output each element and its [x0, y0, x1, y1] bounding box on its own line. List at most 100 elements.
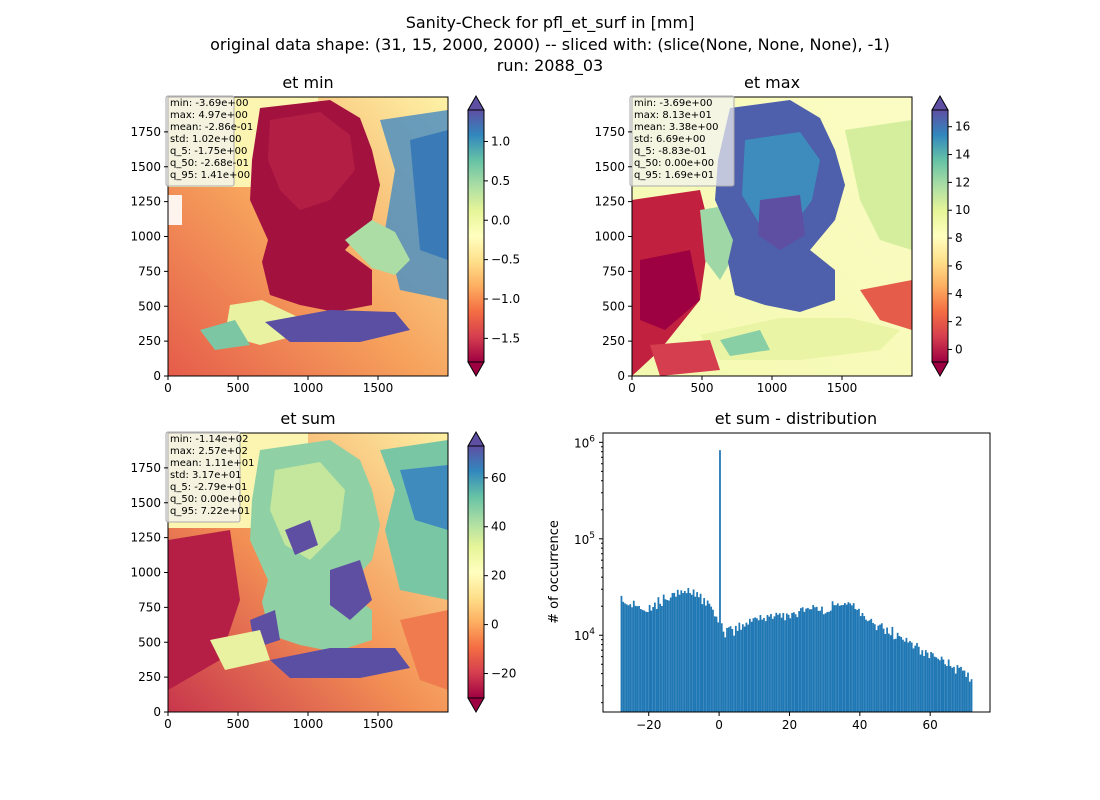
histogram-bar — [722, 631, 725, 712]
x-tick-label: 500 — [227, 381, 250, 395]
histogram-bar — [852, 603, 855, 712]
histogram-bar — [801, 607, 804, 712]
histogram-bar — [917, 646, 920, 712]
histogram-bar — [650, 610, 653, 712]
stat-q95: q_95: 7.22e+01 — [170, 506, 250, 517]
histogram-bar — [970, 679, 973, 712]
histogram-bar — [764, 621, 767, 712]
stat-min: min: -3.69e+00 — [634, 98, 713, 109]
histogram-bar — [870, 618, 873, 712]
panel-et-max: et max min: -3.69e+00 max: 8.13e+01 mean… — [594, 73, 913, 395]
histogram-bar — [840, 605, 843, 712]
histogram-bar — [800, 608, 802, 712]
histogram-bar — [930, 652, 932, 712]
stats-box-et-max: min: -3.69e+00 max: 8.13e+01 mean: 3.38e… — [629, 95, 735, 187]
stat-q5: q_5: -2.79e+01 — [170, 482, 247, 493]
x-tick-label: 500 — [691, 381, 714, 395]
x-tick-label: 60 — [923, 718, 938, 732]
x-tick-label: 1000 — [293, 381, 324, 395]
histogram-bar — [916, 643, 918, 712]
histogram-bar — [882, 628, 885, 712]
histogram-bar — [768, 616, 771, 712]
histogram-bar — [807, 607, 809, 712]
histogram-bar — [845, 604, 848, 712]
histogram-bar — [933, 656, 936, 712]
colorbar-tick-label: 0.5 — [491, 174, 510, 188]
histogram-bar — [754, 617, 757, 712]
histogram-bar — [924, 650, 927, 712]
histogram-bar — [817, 610, 820, 712]
histogram-bar — [727, 627, 730, 712]
histogram-bar — [875, 630, 878, 712]
histogram-bar — [810, 609, 813, 712]
histogram-bar — [902, 639, 904, 712]
histogram-bar — [968, 681, 971, 712]
histogram-bar — [794, 614, 797, 712]
figure-title-line3: run: 2088_03 — [496, 56, 604, 75]
histogram-bar — [705, 605, 707, 712]
stats-box-et-min: min: -3.69e+00 max: 4.97e+00 mean: -2.86… — [165, 95, 253, 187]
figure-title-line1: Sanity-Check for pfl_et_surf in [mm] — [405, 13, 695, 32]
histogram-bar — [822, 614, 825, 712]
histogram-bar — [699, 593, 702, 712]
y-tick-label: 105 — [574, 531, 595, 547]
colorbar-tick-label: 0 — [491, 618, 499, 632]
histogram-bar — [961, 670, 964, 712]
y-tick-label: 1000 — [594, 230, 625, 244]
y-tick-label: 750 — [138, 600, 161, 614]
histogram-bar — [631, 607, 633, 712]
histogram-bar — [819, 610, 822, 712]
histogram-bar — [829, 610, 832, 712]
histogram-bar — [858, 608, 860, 712]
histogram-bar — [944, 664, 947, 712]
colorbar-tick-label: −1.0 — [491, 292, 520, 306]
x-tick-label: 0 — [628, 381, 636, 395]
histogram-bar — [625, 604, 628, 712]
panel-title-et-sum: et sum — [280, 409, 335, 428]
histogram-bar — [675, 596, 677, 712]
histogram-bar — [898, 636, 901, 712]
histogram-bar — [782, 613, 785, 712]
colorbar-tick-label: −1.5 — [491, 331, 520, 345]
stat-max: max: 8.13e+01 — [634, 110, 712, 121]
histogram-bar — [775, 612, 778, 712]
y-tick-label: 1750 — [594, 125, 625, 139]
histogram-bar — [960, 666, 962, 712]
histogram-bar — [826, 612, 829, 712]
y-tick-label: 0 — [153, 705, 161, 719]
histogram-bar — [680, 590, 683, 712]
histogram-bar — [740, 629, 742, 712]
histogram-bar — [886, 627, 888, 712]
histogram-bar — [880, 623, 883, 712]
y-tick-label: 104 — [574, 627, 595, 643]
histogram-bar — [836, 603, 839, 712]
y-tick-label: 1250 — [130, 195, 161, 209]
stat-q50: q_50: -2.68e-01 — [170, 158, 249, 169]
x-axis-distribution: −20 0 20 40 60 — [636, 712, 938, 732]
x-tick-label: 1500 — [827, 381, 858, 395]
histogram-bar — [849, 603, 852, 712]
histogram-bar — [814, 607, 816, 712]
histogram-bar — [861, 613, 864, 712]
colorbar-tick-label: 0 — [955, 342, 963, 356]
histogram-bar — [697, 597, 700, 712]
histogram-bar — [756, 618, 758, 712]
y-tick-label: 1000 — [130, 230, 161, 244]
histogram-bar — [835, 605, 837, 712]
histogram-bar — [636, 606, 639, 712]
histogram-bar — [731, 629, 734, 712]
histogram-bar — [710, 606, 713, 712]
histogram-bar — [900, 636, 903, 712]
histogram-bar — [803, 611, 806, 712]
y-tick-label: 500 — [138, 299, 161, 313]
histogram-bar — [843, 602, 846, 712]
histogram-bar — [662, 594, 665, 712]
histogram-bar — [893, 639, 896, 712]
x-tick-label: 40 — [852, 718, 867, 732]
histogram-bar — [622, 601, 625, 712]
panel-et-min: et min min: -3.69e+00 max: 4.97e+00 mean… — [130, 73, 449, 395]
histogram-bar — [759, 615, 762, 712]
histogram-bar — [766, 615, 769, 712]
histogram-bar — [654, 602, 656, 712]
